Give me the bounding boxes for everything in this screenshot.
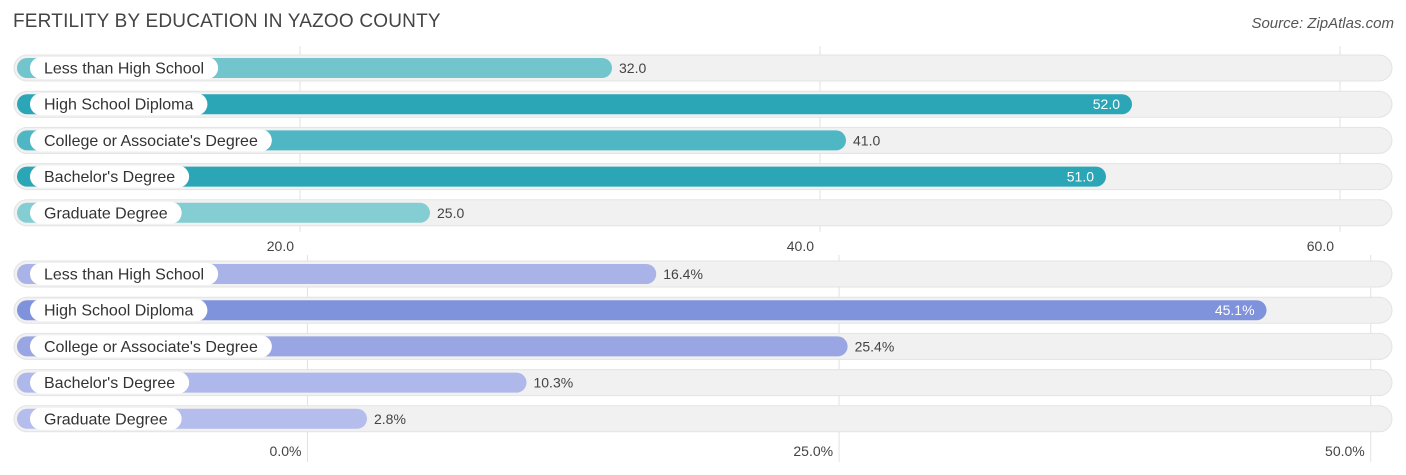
category-label-pill — [30, 335, 272, 358]
category-label: Bachelor's Degree — [44, 375, 175, 392]
tick-label: 0.0% — [270, 443, 302, 459]
category-label: Bachelor's Degree — [44, 169, 175, 186]
chart-title: FERTILITY BY EDUCATION IN YAZOO COUNTY — [13, 11, 441, 32]
value-label: 32.0 — [619, 60, 646, 76]
tick-label: 20.0 — [267, 238, 294, 254]
category-label-pill — [30, 299, 208, 322]
category-label: College or Associate's Degree — [44, 339, 258, 356]
category-label-pill — [30, 165, 190, 188]
value-label: 51.0 — [1067, 169, 1094, 185]
value-label: 16.4% — [663, 266, 703, 282]
category-label: Graduate Degree — [44, 205, 168, 222]
category-label-pill — [30, 93, 208, 116]
category-label: High School Diploma — [44, 97, 194, 114]
value-label: 25.0 — [437, 205, 464, 221]
value-label: 2.8% — [374, 411, 406, 427]
bar — [17, 166, 1106, 187]
category-label-pill — [30, 129, 272, 152]
category-label: College or Associate's Degree — [44, 133, 258, 150]
bar — [17, 300, 1267, 321]
category-label: Less than High School — [44, 61, 204, 78]
category-label-pill — [30, 57, 219, 79]
tick-label: 60.0 — [1307, 238, 1334, 254]
category-label-pill — [30, 371, 190, 394]
category-label-pill — [30, 201, 182, 224]
category-label-pill — [30, 263, 219, 285]
tick-label: 25.0% — [793, 443, 833, 459]
bar — [17, 94, 1132, 115]
tick-label: 40.0 — [787, 238, 814, 254]
value-label: 45.1% — [1215, 302, 1255, 318]
value-label: 41.0 — [853, 132, 880, 148]
value-label: 25.4% — [855, 338, 895, 354]
tick-label: 50.0% — [1325, 443, 1365, 459]
category-label: High School Diploma — [44, 303, 194, 320]
category-label: Graduate Degree — [44, 411, 168, 428]
category-label: Less than High School — [44, 267, 204, 284]
category-label-pill — [30, 407, 182, 430]
value-label: 10.3% — [533, 375, 573, 391]
source-credit: Source: ZipAtlas.com — [1251, 15, 1394, 32]
value-label: 52.0 — [1093, 96, 1120, 112]
